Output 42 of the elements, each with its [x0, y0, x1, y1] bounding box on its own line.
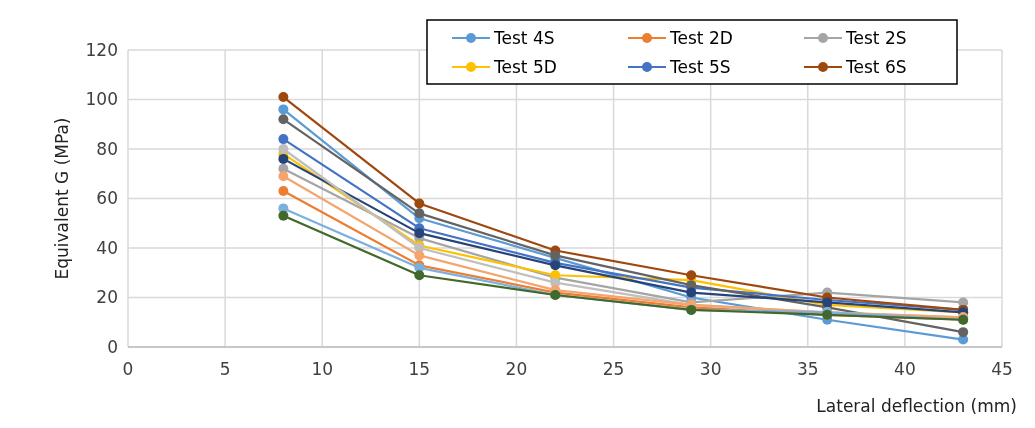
x-tick-label: 15	[408, 359, 431, 379]
point	[278, 134, 289, 145]
point	[278, 114, 289, 125]
y-tick-label: 0	[107, 336, 118, 357]
point	[278, 153, 289, 164]
y-axis-title: Equivalent G (MPa)	[52, 117, 72, 280]
legend-label: Test 4S	[493, 27, 555, 48]
point	[414, 270, 425, 281]
legend-label: Test 2S	[845, 27, 907, 48]
x-axis-title: Lateral deflection (mm)	[816, 396, 1017, 416]
x-tick-label: 45	[991, 359, 1013, 379]
x-tick-label: 35	[796, 359, 819, 379]
point	[278, 186, 289, 197]
x-tick-label: 5	[219, 359, 231, 379]
point	[414, 228, 425, 239]
x-tick-label: 40	[894, 359, 916, 379]
point	[278, 144, 289, 154]
x-tick-label: 25	[602, 359, 625, 379]
legend-label: Test 6S	[845, 56, 907, 77]
point	[278, 92, 289, 103]
legend-label: Test 2D	[669, 27, 733, 48]
point	[278, 210, 289, 221]
point	[414, 198, 425, 209]
point	[686, 270, 697, 281]
x-tick-label: 30	[699, 359, 722, 379]
legend-label: Test 5D	[493, 56, 557, 77]
y-tick-label: 80	[96, 138, 118, 159]
y-tick-label: 60	[96, 188, 118, 209]
point	[278, 104, 289, 115]
y-tick-label: 100	[85, 89, 118, 110]
point	[414, 208, 425, 219]
y-tick-label: 120	[85, 39, 118, 60]
x-tick-label: 10	[311, 359, 334, 379]
point	[958, 327, 969, 338]
point	[414, 250, 425, 261]
x-tick-label: 0	[122, 359, 134, 379]
y-tick-label: 20	[96, 287, 118, 308]
y-tick-label: 40	[96, 237, 118, 258]
point	[278, 171, 289, 182]
point	[686, 287, 697, 298]
x-tick-label: 20	[505, 359, 528, 379]
legend-label: Test 5S	[669, 56, 731, 77]
